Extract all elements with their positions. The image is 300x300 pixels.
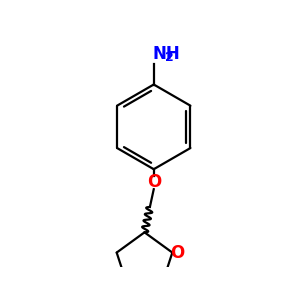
Text: O: O (147, 173, 161, 191)
Text: O: O (170, 244, 184, 262)
Text: NH: NH (152, 45, 180, 63)
Text: 2: 2 (165, 51, 174, 64)
